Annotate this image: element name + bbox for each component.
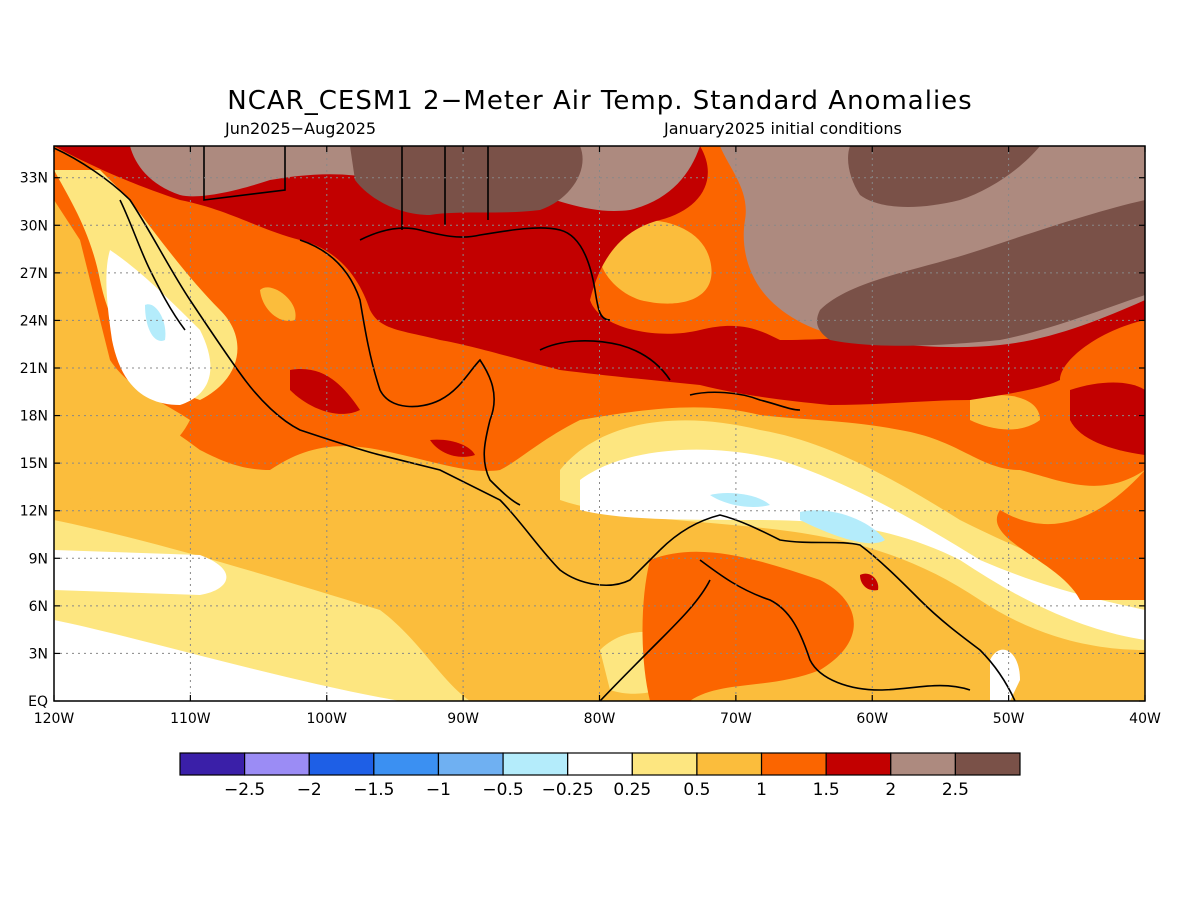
anomaly-region [996, 470, 1145, 600]
anomaly-region [800, 510, 885, 544]
colorbar-label: 1.5 [813, 780, 840, 800]
anomaly-region [290, 369, 360, 414]
cuba-outline [539, 340, 671, 381]
colorbar-label: 2 [885, 780, 896, 800]
hispaniola-outline [689, 391, 801, 411]
colombia-border [599, 579, 711, 701]
colorbar-swatch [954, 752, 1021, 776]
colorbar-swatch [696, 752, 763, 776]
lat-tick-label: 9N [29, 551, 48, 567]
anomaly-region [990, 649, 1020, 701]
lat-tick-label: 6N [29, 599, 48, 615]
lat-tick-label: 3N [29, 646, 48, 662]
anomaly-region [817, 200, 1145, 346]
south-america-coast [659, 514, 1016, 701]
colorbar-swatch [760, 752, 827, 776]
anomaly-region [350, 146, 583, 215]
anomaly-region [848, 146, 1040, 207]
colorbar-swatch [502, 752, 569, 776]
longitude-labels: 120W 110W 100W 90W 80W 70W 60W 50W 40W [34, 711, 1161, 727]
us-mexico-border [203, 146, 286, 201]
colorbar-swatch [631, 752, 698, 776]
lon-tick-label: 110W [170, 711, 211, 727]
anomaly-region [54, 550, 227, 595]
colorbar-swatch [825, 752, 892, 776]
anomaly-region [145, 304, 166, 341]
colorbar-swatch [308, 752, 375, 776]
lat-tick-label: 12N [20, 504, 48, 520]
colorbar-swatch [179, 752, 246, 776]
anomaly-region [710, 493, 770, 507]
colorbar-label: −2 [297, 780, 322, 800]
gulf-coastline [299, 239, 521, 506]
colorbar-labels: −2.5 −2 −1.5 −1 −0.5 −0.25 0.25 0.5 1 1.5 2 2.5 [224, 780, 969, 800]
lon-tick-label: 40W [1129, 711, 1161, 727]
lat-tick-label: 21N [20, 361, 48, 377]
colorbar-label: −1 [426, 780, 451, 800]
anomaly-region [260, 287, 296, 321]
colorbar-label: −0.5 [482, 780, 523, 800]
lon-tick-label: 100W [306, 711, 347, 727]
axis-ticks [53, 146, 1146, 702]
lat-tick-label: EQ [28, 694, 48, 710]
lon-tick-label: 70W [720, 711, 752, 727]
colorbar-swatch [437, 752, 504, 776]
initial-conditions: January2025 initial conditions [664, 119, 902, 138]
lat-tick-label: 15N [20, 456, 48, 472]
us-gulf-coast [359, 227, 611, 321]
anomaly-region [597, 220, 712, 304]
lon-tick-label: 120W [34, 711, 75, 727]
lat-tick-label: 27N [20, 266, 48, 282]
anomaly-region [860, 573, 879, 591]
baja-coast [119, 199, 186, 331]
colorbar-label: 2.5 [942, 780, 969, 800]
lat-tick-label: 24N [20, 313, 48, 329]
forecast-period: Jun2025−Aug2025 [225, 119, 377, 138]
lon-tick-label: 60W [856, 711, 888, 727]
colorbar-label: −0.25 [542, 780, 594, 800]
venezuela-border [699, 559, 971, 691]
anomaly-region [970, 395, 1040, 430]
lat-tick-label: 33N [20, 171, 48, 187]
colorbar-swatch [567, 752, 633, 776]
colorbar-label: 1 [756, 780, 767, 800]
lon-tick-label: 80W [584, 711, 616, 727]
graticule [54, 146, 1145, 701]
colorbar-label: −2.5 [224, 780, 265, 800]
colorbar-label: 0.25 [613, 780, 651, 800]
coastlines [54, 146, 1016, 701]
anomaly-region [54, 200, 190, 520]
anomaly-region [54, 620, 400, 701]
colorbar-swatch [244, 752, 310, 776]
lon-tick-label: 50W [993, 711, 1025, 727]
colorbar-label: 0.5 [683, 780, 710, 800]
lon-tick-label: 90W [447, 711, 479, 727]
colorbar [179, 752, 1021, 776]
latitude-labels: 33N 30N 27N 24N 21N 18N 15N 12N 9N 6N 3N EQ [20, 171, 48, 710]
colorbar-swatch [890, 752, 956, 776]
us-state-borders [401, 146, 489, 230]
colorbar-swatch [373, 752, 440, 776]
lat-tick-label: 18N [20, 409, 48, 425]
anomaly-region [430, 439, 475, 457]
anomaly-region [642, 551, 854, 701]
map-title: NCAR_CESM1 2−Meter Air Temp. Standard An… [227, 86, 973, 116]
colorbar-label: −1.5 [353, 780, 394, 800]
lat-tick-label: 30N [20, 218, 48, 234]
pacific-coastline [54, 147, 661, 586]
anomaly-region [1070, 382, 1145, 455]
